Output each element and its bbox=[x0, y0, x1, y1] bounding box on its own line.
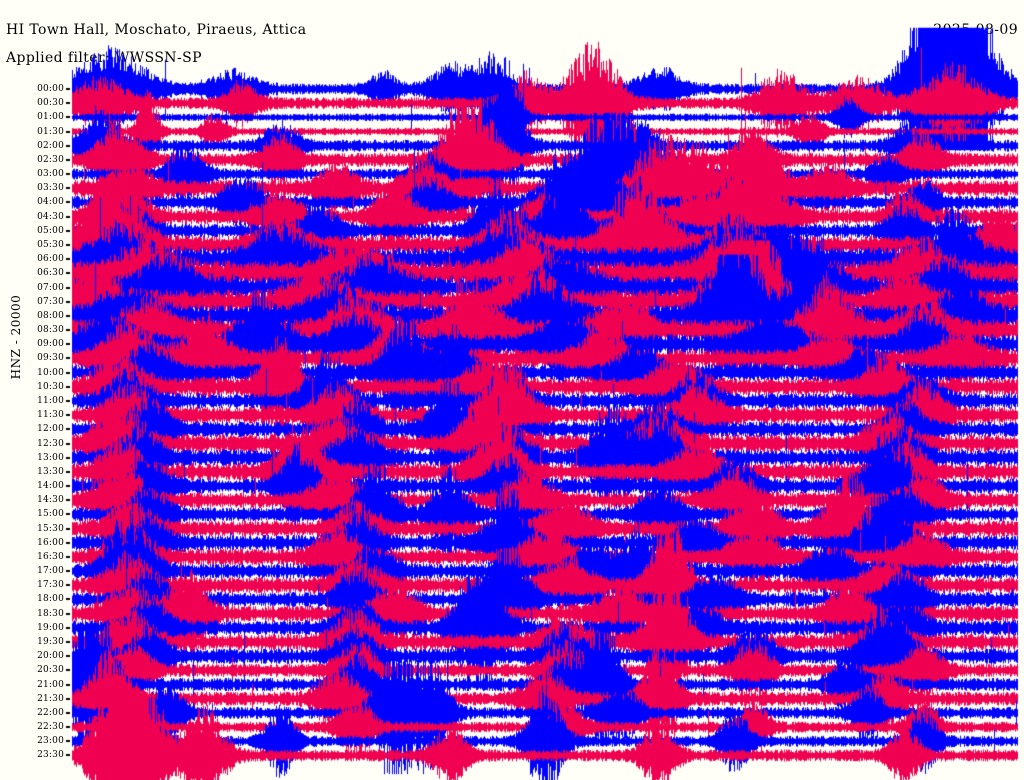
time-tick-label: 02:30 bbox=[37, 154, 64, 165]
time-tick-label: 16:30 bbox=[37, 551, 64, 562]
time-tick-label: 01:00 bbox=[37, 112, 64, 123]
time-tick-label: 04:30 bbox=[37, 211, 64, 222]
time-tick-label: 13:30 bbox=[37, 466, 64, 477]
time-tick-label: 10:00 bbox=[37, 367, 64, 378]
time-tick-label: 12:30 bbox=[37, 438, 64, 449]
time-tick-label: 00:00 bbox=[37, 84, 64, 94]
time-tick-label: 14:30 bbox=[37, 495, 64, 506]
time-tick-label: 03:30 bbox=[37, 183, 64, 194]
time-tick-label: 21:30 bbox=[37, 693, 64, 704]
time-tick-label: 19:00 bbox=[37, 622, 64, 633]
time-tick-label: 16:00 bbox=[37, 537, 64, 548]
time-tick-label: 01:30 bbox=[37, 126, 64, 137]
time-tick-label: 18:30 bbox=[37, 608, 64, 619]
time-tick-label: 08:00 bbox=[37, 310, 64, 321]
time-tick-label: 21:00 bbox=[37, 679, 64, 690]
time-tick-label: 11:00 bbox=[37, 395, 64, 406]
time-tick-label: 19:30 bbox=[37, 637, 64, 648]
time-tick-label: 11:30 bbox=[37, 410, 64, 421]
time-tick-label: 17:30 bbox=[37, 580, 64, 591]
time-tick-label: 00:30 bbox=[37, 98, 64, 109]
time-tick-label: 06:30 bbox=[37, 268, 64, 279]
time-tick-label: 10:30 bbox=[37, 381, 64, 392]
time-tick-label: 03:00 bbox=[37, 169, 64, 180]
time-tick-label: 22:00 bbox=[37, 707, 64, 718]
time-tick-label: 07:30 bbox=[37, 296, 64, 307]
time-tick-label: 05:00 bbox=[37, 225, 64, 236]
time-tick-label: 02:00 bbox=[37, 140, 64, 151]
time-tick-label: 05:30 bbox=[37, 239, 64, 250]
time-tick-label: 15:30 bbox=[37, 523, 64, 534]
time-tick-label: 23:00 bbox=[37, 736, 64, 747]
time-tick-label: 23:30 bbox=[37, 750, 64, 761]
time-tick-label: 18:00 bbox=[37, 594, 64, 605]
time-tick-label: 17:00 bbox=[37, 566, 64, 577]
time-tick-label: 20:30 bbox=[37, 665, 64, 676]
time-tick-label: 09:30 bbox=[37, 353, 64, 364]
time-tick-label: 22:30 bbox=[37, 722, 64, 733]
time-tick-label: 04:00 bbox=[37, 197, 64, 208]
time-tick-label: 13:00 bbox=[37, 452, 64, 463]
time-tick-label: 07:00 bbox=[37, 282, 64, 293]
time-tick-label: 06:00 bbox=[37, 254, 64, 265]
time-tick-label: 12:00 bbox=[37, 424, 64, 435]
time-tick-label: 14:00 bbox=[37, 481, 64, 492]
time-tick-label: 08:30 bbox=[37, 325, 64, 336]
time-tick-label: 09:00 bbox=[37, 339, 64, 350]
time-tick-label: 15:00 bbox=[37, 509, 64, 520]
time-tick-label: 20:00 bbox=[37, 651, 64, 662]
